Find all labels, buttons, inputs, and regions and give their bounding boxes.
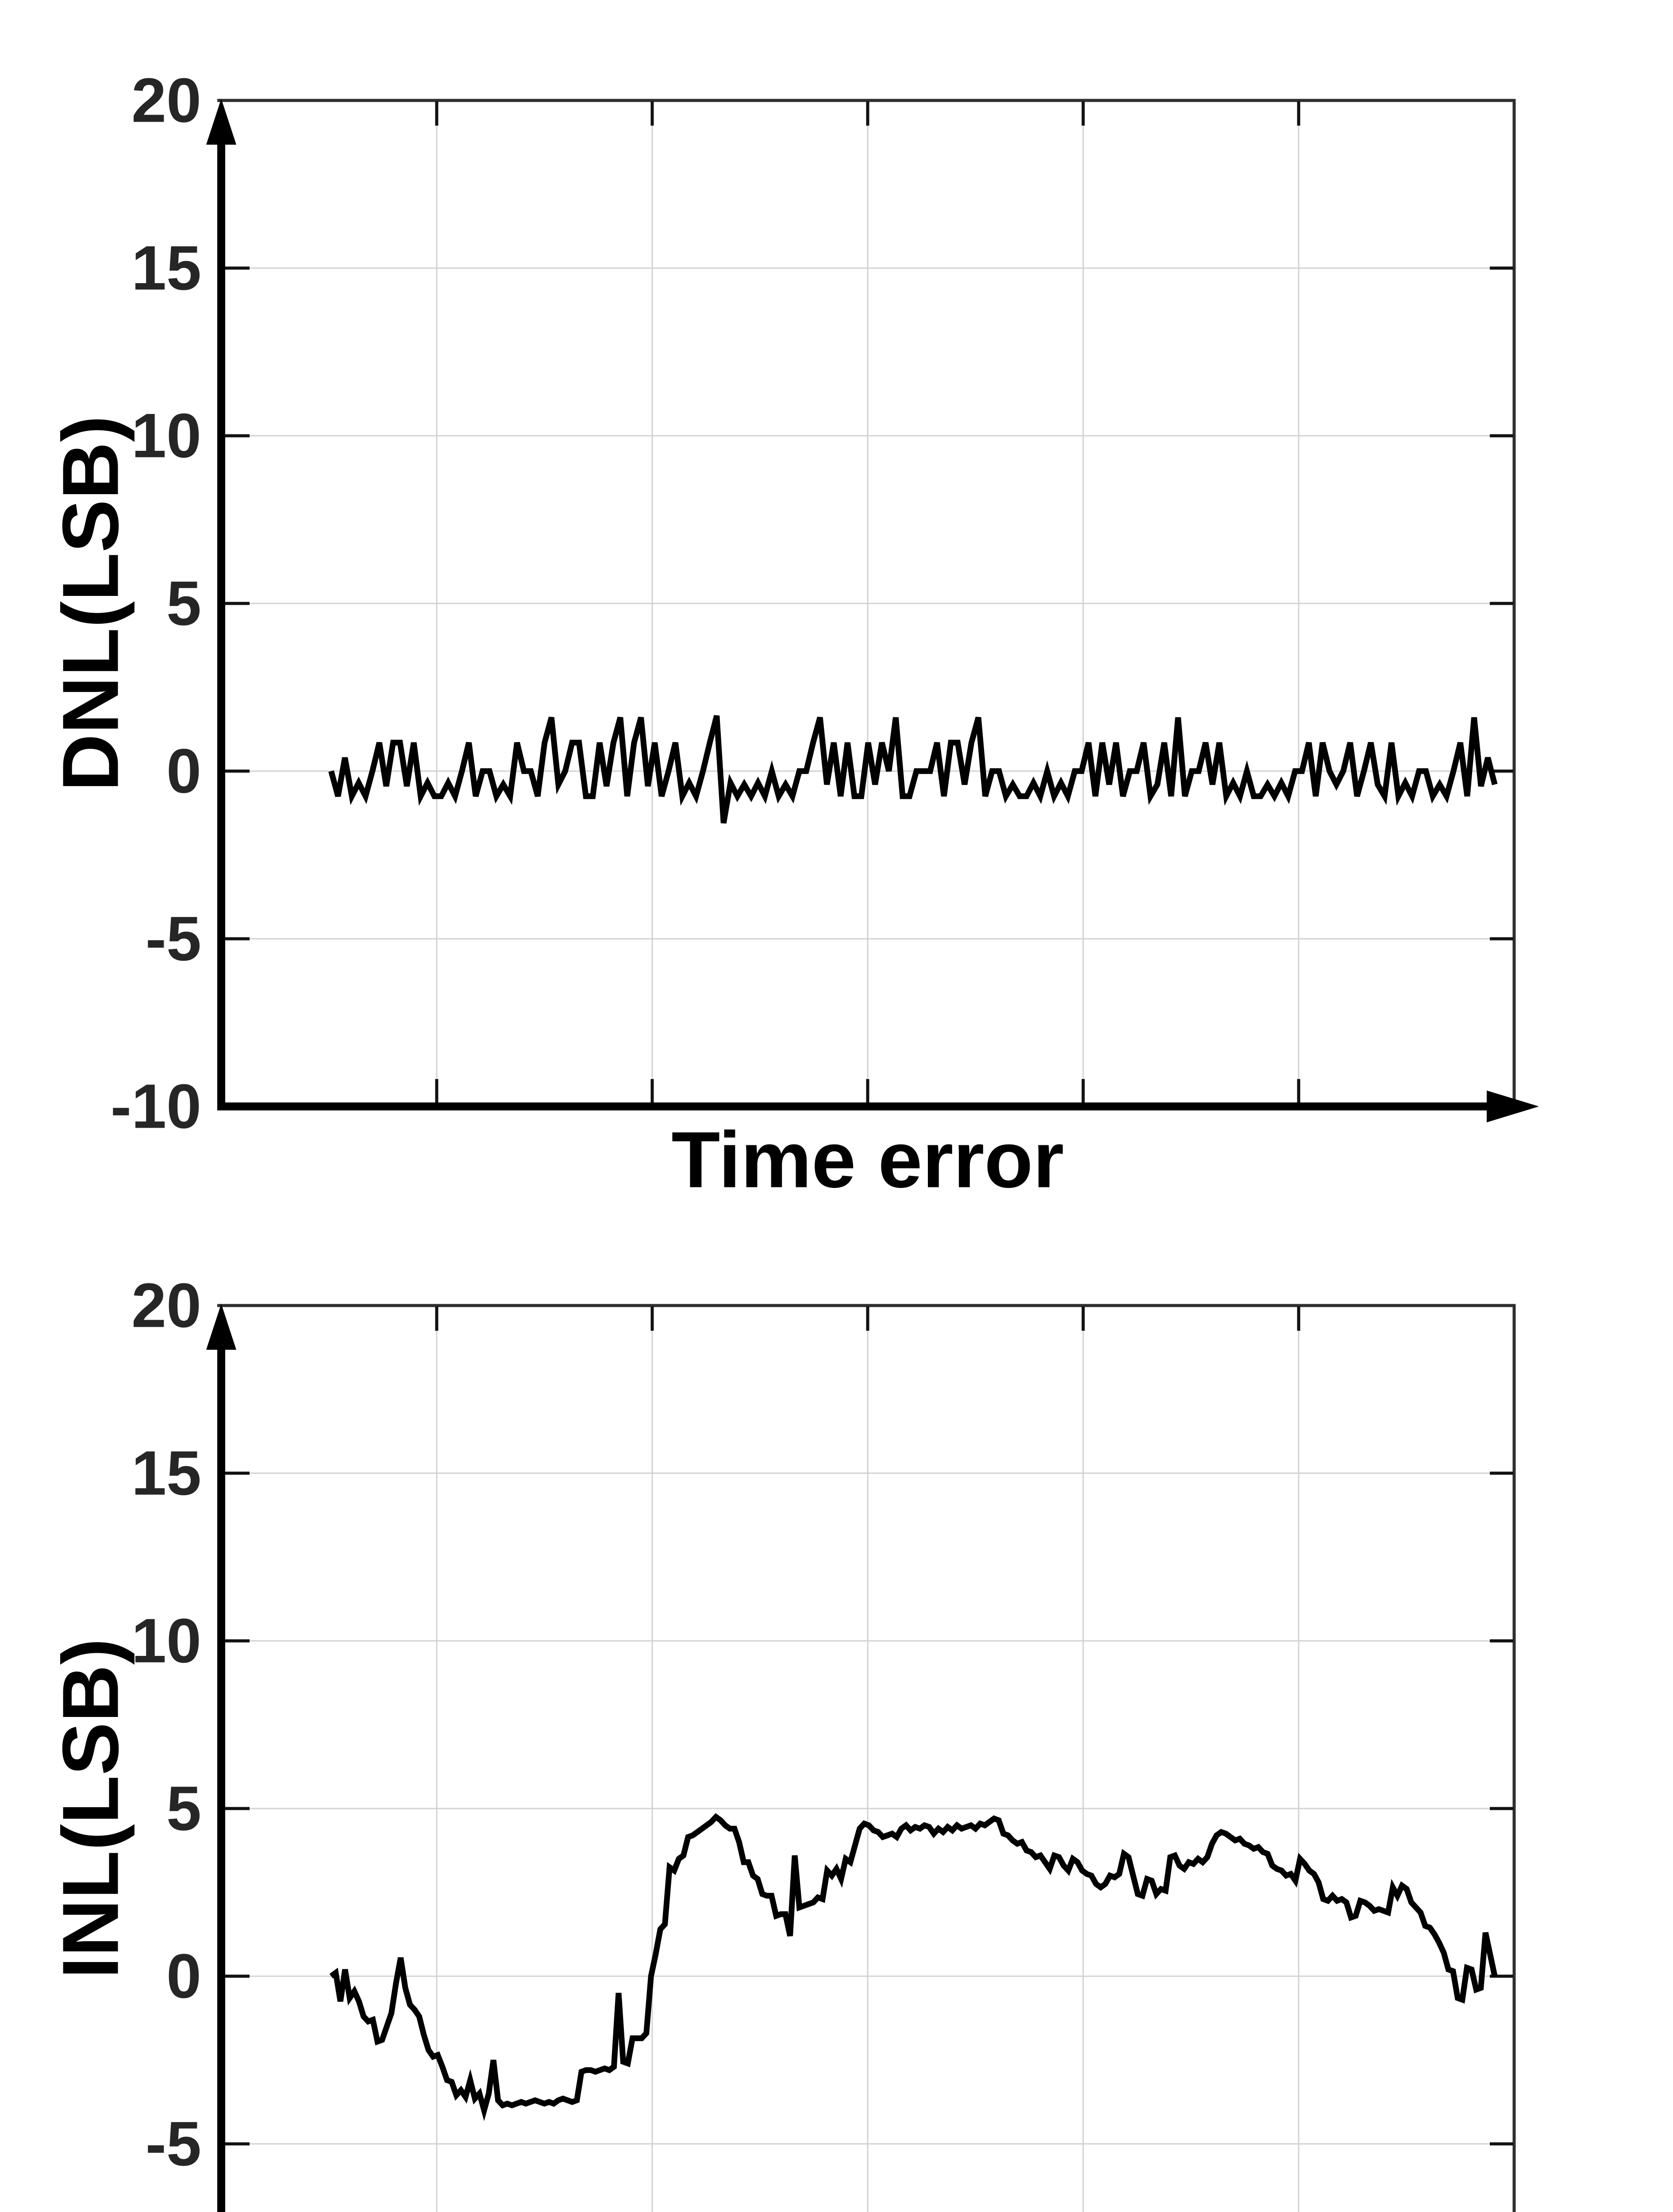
y-axis-arrowhead [206, 99, 236, 145]
y-tick-label: 0 [166, 736, 201, 806]
y-tick-label: 5 [166, 568, 201, 639]
y-tick-label: 5 [166, 1774, 201, 1844]
x-axis-arrowhead [1487, 1091, 1539, 1122]
y-tick-label: -5 [146, 2109, 201, 2179]
y-tick-label: 20 [131, 1271, 201, 1341]
x-axis-title: Time error [671, 1116, 1064, 1205]
dnl-chart: 20 15 10 5 0 -5 -10 DNL(LSB) Time error [46, 65, 1539, 1205]
y-tick-label: -5 [146, 904, 201, 974]
signal-path [329, 1813, 1498, 2121]
y-tick-label: 15 [131, 1438, 201, 1509]
y-tick-label: -10 [111, 1071, 201, 1142]
y-tick-label: 10 [131, 401, 201, 471]
y-axis-arrowhead [206, 1304, 236, 1350]
y-axis-title: DNL(LSB) [46, 415, 135, 791]
y-tick-label: 0 [166, 1941, 201, 2012]
y-tick-label: 10 [131, 1606, 201, 1676]
signal-path [328, 715, 1498, 824]
y-tick-label: 15 [131, 233, 201, 303]
y-axis-title: INL(LSB) [46, 1638, 135, 1979]
y-tick-label: 20 [131, 65, 201, 136]
